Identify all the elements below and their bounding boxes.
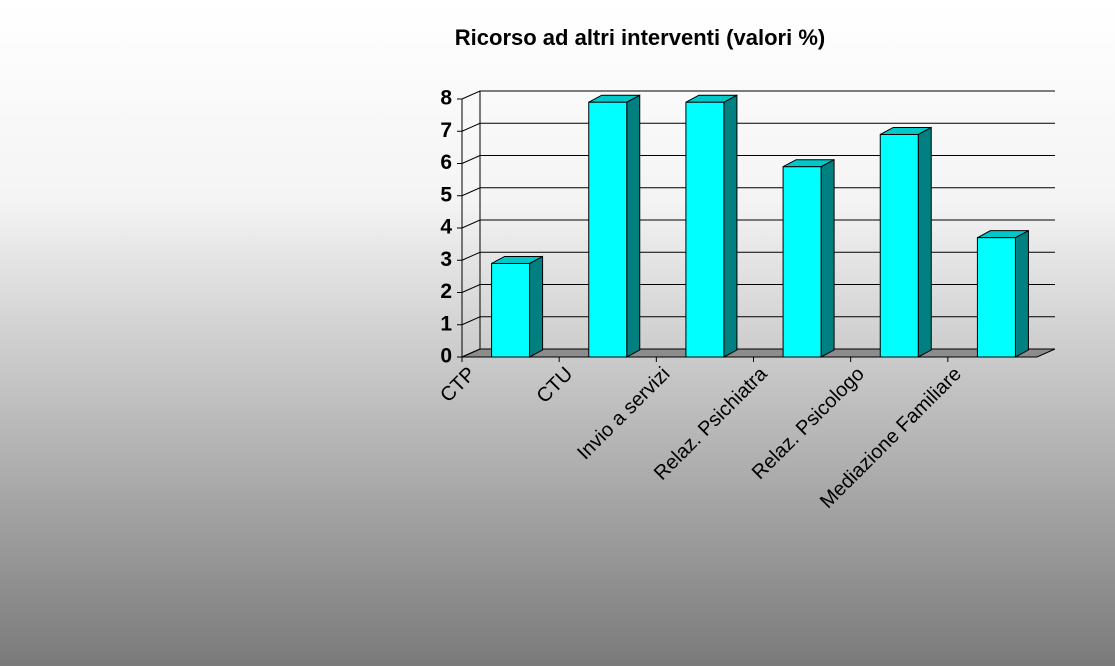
y-tick-label: 1 (440, 312, 452, 335)
grid-line (461, 187, 1055, 197)
bar-side (917, 126, 932, 358)
grid-line (461, 284, 1055, 293)
grid-line (461, 348, 1055, 358)
bar-side (820, 158, 835, 358)
y-tick-label: 7 (440, 119, 452, 142)
grid-line (461, 251, 1055, 261)
y-tick-label: 4 (440, 216, 452, 239)
bar (491, 262, 531, 358)
y-tick-label: 8 (440, 87, 452, 110)
bar (685, 101, 725, 358)
y-tick-label: 5 (440, 183, 452, 206)
y-tick-label: 2 (440, 280, 452, 303)
chart-title: Ricorso ad altri interventi (valori %) (455, 25, 825, 50)
grid-line (461, 316, 1055, 326)
y-tick-label: 0 (440, 345, 452, 368)
y-tick-label: 3 (440, 248, 452, 271)
bar-side (723, 94, 738, 358)
bar (588, 101, 628, 358)
grid-line (461, 155, 1055, 164)
grid-line (461, 219, 1055, 229)
bar (782, 166, 822, 358)
y-tick-label: 6 (440, 151, 452, 174)
bar-side (1014, 229, 1029, 358)
grid-line (461, 122, 1055, 132)
bar (976, 237, 1016, 358)
bar-side (529, 255, 544, 358)
grid-line (461, 90, 1055, 100)
floor (461, 348, 1056, 358)
bar (879, 133, 919, 358)
bar-side (626, 94, 641, 358)
